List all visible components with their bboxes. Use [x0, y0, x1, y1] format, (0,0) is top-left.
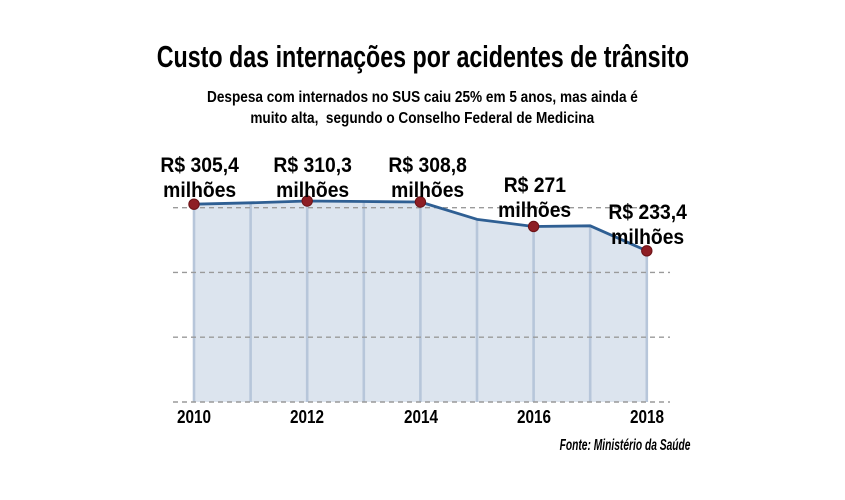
data-label-2012-value: R$ 310,3: [273, 154, 353, 177]
subtitle-text-1: Despesa com internados no SUS caiu 25% e…: [207, 89, 638, 106]
x-tick-2018: 2018: [607, 407, 687, 429]
chart-title-text: Custo das internações por acidentes de t…: [156, 39, 689, 74]
x-tick-2010-text: 2010: [176, 407, 212, 427]
data-label-2010-unit: milhões: [163, 179, 237, 202]
data-label-2018: R$ 233,4 milhões: [568, 201, 728, 251]
x-tick-2016: 2016: [494, 407, 574, 429]
data-label-2014-value: R$ 308,8: [388, 154, 468, 177]
data-label-2010: R$ 305,4 milhões: [120, 154, 280, 204]
data-label-2012: R$ 310,3 milhões: [233, 154, 393, 204]
chart-subtitle-line-2: muito alta, segundo o Conselho Federal d…: [0, 109, 845, 129]
x-tick-2018-text: 2018: [629, 407, 665, 427]
x-tick-2016-text: 2016: [516, 407, 552, 427]
x-tick-2010: 2010: [154, 407, 234, 429]
chart-subtitle-line-1: Despesa com internados no SUS caiu 25% e…: [0, 88, 845, 108]
data-label-2012-unit: milhões: [276, 179, 350, 202]
data-label-2016-unit: milhões: [498, 199, 572, 222]
x-tick-2012-text: 2012: [289, 407, 325, 427]
page-title: Custo das internações por acidentes de t…: [0, 40, 845, 80]
data-label-2018-value: R$ 233,4: [608, 201, 688, 224]
data-label-2014: R$ 308,8 milhões: [348, 154, 508, 204]
x-tick-2012: 2012: [267, 407, 347, 429]
data-label-2018-unit: milhões: [611, 226, 685, 249]
subtitle-text-2: muito alta, segundo o Conselho Federal d…: [250, 110, 595, 127]
data-label-2010-value: R$ 305,4: [160, 154, 240, 177]
data-label-2016-value: R$ 271: [503, 174, 567, 197]
source-credit: Fonte: Ministério da Saúde: [390, 437, 690, 455]
data-label-2014-unit: milhões: [391, 179, 465, 202]
x-tick-2014-text: 2014: [403, 407, 439, 427]
data-label-2016: R$ 271 milhões: [455, 174, 615, 224]
source-credit-text: Fonte: Ministério da Saúde: [559, 437, 690, 454]
x-tick-2014: 2014: [381, 407, 461, 429]
